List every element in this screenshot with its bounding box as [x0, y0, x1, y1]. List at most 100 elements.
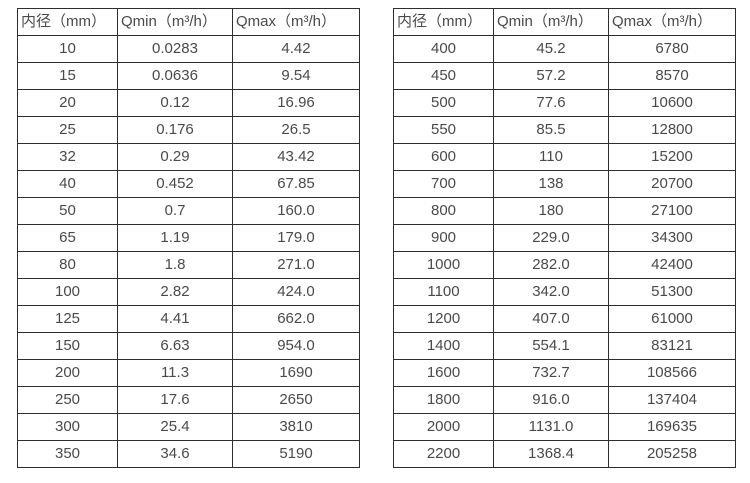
table-row: 900 229.0 34300 [393, 224, 736, 252]
table-cell: 9.54 [232, 62, 360, 90]
table-cell: 6780 [608, 35, 736, 63]
table-cell: 1000 [393, 251, 494, 279]
table-cell: 1.19 [117, 224, 233, 252]
table-row: 200 11.3 1690 [17, 359, 360, 387]
table-cell: 350 [17, 440, 118, 468]
table-cell: 400 [393, 35, 494, 63]
table-cell: 61000 [608, 305, 736, 333]
table-cell: 1400 [393, 332, 494, 360]
table-cell: 50 [17, 197, 118, 225]
table-cell: 342.0 [493, 278, 609, 306]
table-cell: 662.0 [232, 305, 360, 333]
table-header-row: 内径（mm） Qmin（m³/h） Qmax（m³/h） [17, 8, 360, 36]
table-cell: 0.29 [117, 143, 233, 171]
table-cell: 45.2 [493, 35, 609, 63]
table-cell: 85.5 [493, 116, 609, 144]
table-cell: 3810 [232, 413, 360, 441]
table-cell: 2000 [393, 413, 494, 441]
table-row: 400 45.2 6780 [393, 35, 736, 63]
table-cell: 34.6 [117, 440, 233, 468]
table-cell: 250 [17, 386, 118, 414]
table-cell: 26.5 [232, 116, 360, 144]
table-row: 300 25.4 3810 [17, 413, 360, 441]
table-cell: 450 [393, 62, 494, 90]
table-cell: 600 [393, 143, 494, 171]
table-cell: 15 [17, 62, 118, 90]
table-cell: 229.0 [493, 224, 609, 252]
column-header: Qmax（m³/h） [608, 8, 736, 36]
table-cell: 20 [17, 89, 118, 117]
table-cell: 1131.0 [493, 413, 609, 441]
table-cell: 25 [17, 116, 118, 144]
table-cell: 27100 [608, 197, 736, 225]
table-cell: 916.0 [493, 386, 609, 414]
table-cell: 200 [17, 359, 118, 387]
table-cell: 0.0636 [117, 62, 233, 90]
table-cell: 282.0 [493, 251, 609, 279]
table-row: 65 1.19 179.0 [17, 224, 360, 252]
table-cell: 2650 [232, 386, 360, 414]
table-row: 700 138 20700 [393, 170, 736, 198]
table-row: 450 57.2 8570 [393, 62, 736, 90]
table-row: 350 34.6 5190 [17, 440, 360, 468]
table-cell: 17.6 [117, 386, 233, 414]
table-cell: 0.452 [117, 170, 233, 198]
table-cell: 125 [17, 305, 118, 333]
table-cell: 16.96 [232, 89, 360, 117]
header-row: 内径（mm） Qmin（m³/h） Qmax（m³/h） [17, 8, 360, 36]
table-cell: 10 [17, 35, 118, 63]
table-cell: 43.42 [232, 143, 360, 171]
column-header: Qmin（m³/h） [493, 8, 609, 36]
table-cell: 300 [17, 413, 118, 441]
table-cell: 42400 [608, 251, 736, 279]
table-cell: 65 [17, 224, 118, 252]
table-cell: 57.2 [493, 62, 609, 90]
table-cell: 100 [17, 278, 118, 306]
table-cell: 51300 [608, 278, 736, 306]
table-cell: 10600 [608, 89, 736, 117]
table-cell: 4.42 [232, 35, 360, 63]
table-row: 10 0.0283 4.42 [17, 35, 360, 63]
table-cell: 150 [17, 332, 118, 360]
table-body: 400 45.2 6780 450 57.2 8570 500 77.6 10600 550 85.… [393, 35, 736, 468]
column-header: Qmax（m³/h） [232, 8, 360, 36]
table-cell: 180 [493, 197, 609, 225]
table-row: 25 0.176 26.5 [17, 116, 360, 144]
table-header-row: 内径（mm） Qmin（m³/h） Qmax（m³/h） [393, 8, 736, 36]
spec-tables-container: 内径（mm） Qmin（m³/h） Qmax（m³/h） 10 0.0283 4.42 1… [17, 8, 736, 468]
table-cell: 20700 [608, 170, 736, 198]
table-cell: 108566 [608, 359, 736, 387]
table-cell: 40 [17, 170, 118, 198]
table-cell: 500 [393, 89, 494, 117]
table-row: 125 4.41 662.0 [17, 305, 360, 333]
table-cell: 179.0 [232, 224, 360, 252]
table-row: 1000 282.0 42400 [393, 251, 736, 279]
diameter-flow-table-small: 内径（mm） Qmin（m³/h） Qmax（m³/h） 10 0.0283 4.42 1… [17, 8, 360, 468]
table-cell: 550 [393, 116, 494, 144]
table-cell: 110 [493, 143, 609, 171]
table-row: 1100 342.0 51300 [393, 278, 736, 306]
table-cell: 0.12 [117, 89, 233, 117]
table-row: 1600 732.7 108566 [393, 359, 736, 387]
table-cell: 2.82 [117, 278, 233, 306]
table-cell: 0.176 [117, 116, 233, 144]
table-cell: 4.41 [117, 305, 233, 333]
table-cell: 2200 [393, 440, 494, 468]
table-cell: 1.8 [117, 251, 233, 279]
table-cell: 0.0283 [117, 35, 233, 63]
table-cell: 732.7 [493, 359, 609, 387]
table-row: 550 85.5 12800 [393, 116, 736, 144]
table-row: 80 1.8 271.0 [17, 251, 360, 279]
table-cell: 160.0 [232, 197, 360, 225]
table-cell: 1800 [393, 386, 494, 414]
table-cell: 407.0 [493, 305, 609, 333]
table-row: 800 180 27100 [393, 197, 736, 225]
table-cell: 80 [17, 251, 118, 279]
table-cell: 169635 [608, 413, 736, 441]
table-cell: 424.0 [232, 278, 360, 306]
table-cell: 67.85 [232, 170, 360, 198]
table-body: 10 0.0283 4.42 15 0.0636 9.54 20 0.12 16.96 25 0.1… [17, 35, 360, 468]
table-cell: 1200 [393, 305, 494, 333]
table-row: 32 0.29 43.42 [17, 143, 360, 171]
table-row: 1200 407.0 61000 [393, 305, 736, 333]
